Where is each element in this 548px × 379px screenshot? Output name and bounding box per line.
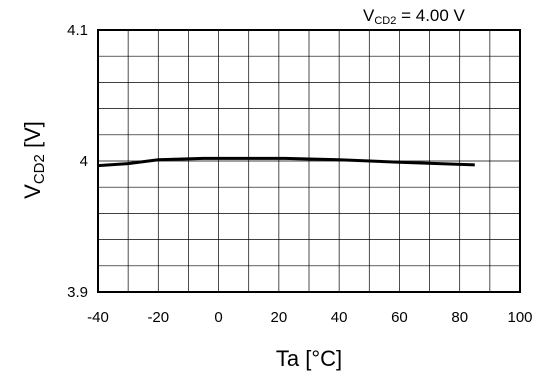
x-tick-label: 80 <box>451 309 468 326</box>
x-tick-label: -40 <box>87 309 109 326</box>
x-axis-label: Ta [°C] <box>276 346 342 371</box>
x-tick-labels: -40 -20 0 20 40 60 80 100 <box>87 309 532 326</box>
y-axis-label: VCD2 [V] <box>20 121 48 199</box>
x-tick-label: -20 <box>147 309 169 326</box>
y-tick-labels: 3.9 4 4.1 <box>67 22 88 301</box>
grid-lines <box>98 30 520 292</box>
y-tick-label: 4.1 <box>67 22 88 39</box>
x-tick-label: 40 <box>331 309 348 326</box>
y-tick-label: 4 <box>80 153 88 170</box>
series-layer <box>97 156 475 168</box>
x-tick-label: 100 <box>507 309 532 326</box>
x-tick-label: 20 <box>271 309 288 326</box>
condition-label-suffix: = 4.00 V <box>396 6 465 25</box>
condition-label: VCD2 = 4.00 V <box>363 6 466 27</box>
condition-label-subscript: CD2 <box>374 15 396 27</box>
series-line <box>97 156 475 168</box>
x-tick-label: 60 <box>391 309 408 326</box>
y-axis-label-subscript: CD2 <box>31 154 48 184</box>
condition-label-prefix: V <box>363 6 375 25</box>
x-tick-label: 0 <box>214 309 222 326</box>
y-axis-label-prefix: V <box>20 184 45 199</box>
y-tick-label: 3.9 <box>67 284 88 301</box>
plot-frame <box>97 29 521 293</box>
y-axis-label-suffix: [V] <box>20 121 45 154</box>
